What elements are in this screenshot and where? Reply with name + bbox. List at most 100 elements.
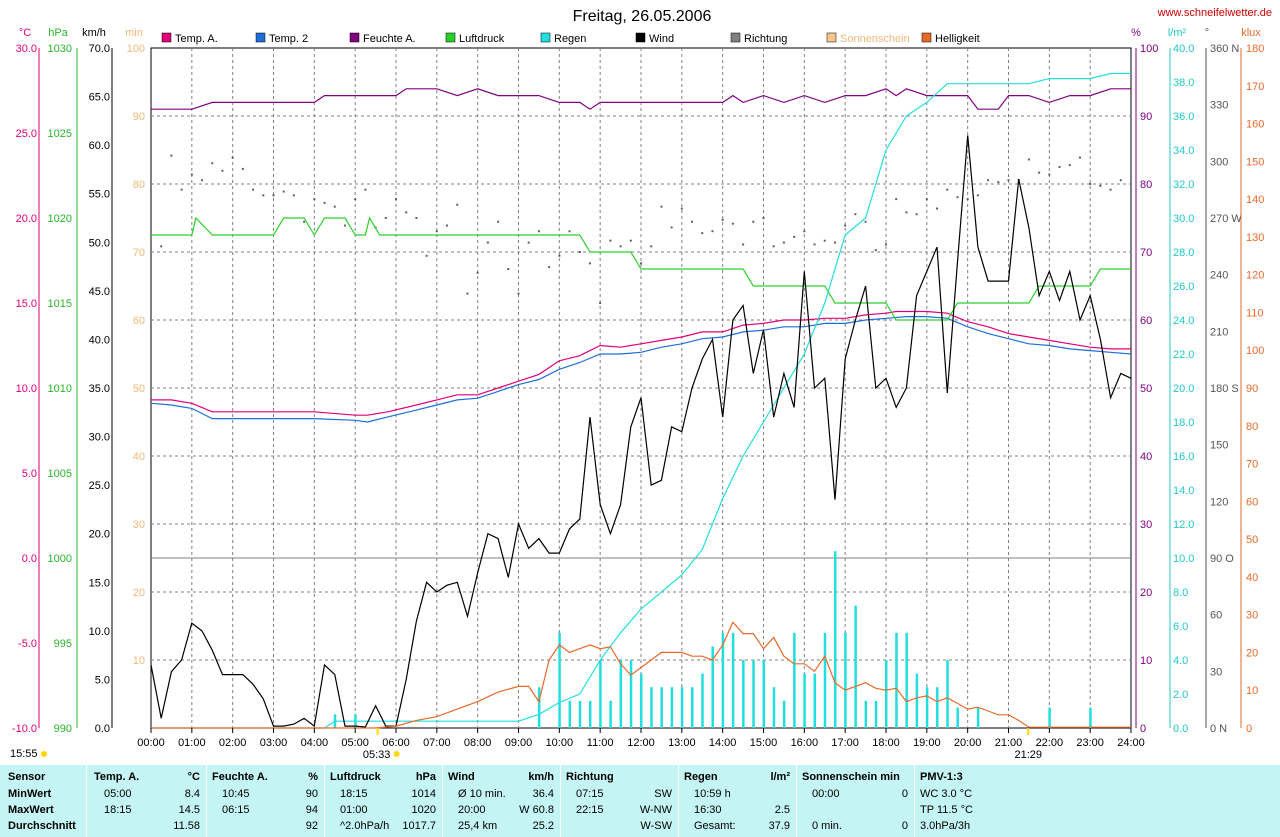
legend-label: Temp. 2 xyxy=(269,33,308,45)
unit-pressure: hPa xyxy=(48,27,68,39)
rain-bar xyxy=(660,687,663,728)
plot-area xyxy=(150,47,1132,729)
tick-label-humidity: 30 xyxy=(1140,519,1152,531)
tick-label-light: 80 xyxy=(1246,421,1258,433)
direction-point xyxy=(772,245,775,248)
tick-label-rain: 38.0 xyxy=(1173,77,1194,89)
rain-bar xyxy=(833,551,837,728)
rain-bar xyxy=(885,660,888,728)
direction-point xyxy=(1027,158,1030,161)
rain-bar xyxy=(813,673,817,728)
direction-point xyxy=(997,181,1000,184)
legend-swatch xyxy=(730,32,741,43)
tick-label-direction: 270 W xyxy=(1210,213,1242,225)
stat-value: 0 xyxy=(901,820,908,832)
tick-label-light: 100 xyxy=(1246,345,1264,357)
tick-label-humidity: 70 xyxy=(1140,247,1152,259)
rain-bar xyxy=(721,632,725,728)
direction-point xyxy=(752,220,755,223)
tick-label-rain: 40.0 xyxy=(1173,43,1194,55)
tick-label-sun: 30 xyxy=(133,519,145,531)
direction-point xyxy=(558,254,561,257)
tick-label-sun: 90 xyxy=(133,111,145,123)
legend-label: Helligkeit xyxy=(935,33,980,45)
tick-label-sun: 60 xyxy=(133,315,145,327)
direction-point xyxy=(578,251,581,253)
tick-label-sun: 50 xyxy=(133,383,145,395)
rain-bar xyxy=(772,687,776,728)
tick-label-rain: 10.0 xyxy=(1173,553,1194,565)
tick-label-direction: 360 N xyxy=(1210,43,1239,55)
chart-title: Freitag, 26.05.2006 xyxy=(573,8,712,25)
stat-value: W-SW xyxy=(640,820,672,832)
direction-point xyxy=(640,262,642,265)
direction-point xyxy=(925,198,928,201)
statistics-panel: Sensor MinWert MaxWert Durchschnitt Temp… xyxy=(0,765,1280,837)
tick-label-temp: -5.0 xyxy=(18,638,37,650)
tick-label-light: 40 xyxy=(1246,572,1258,584)
tick-label-pressure: 1020 xyxy=(48,213,72,225)
rain-bar xyxy=(854,605,857,728)
direction-point xyxy=(415,217,418,219)
tick-label-wind: 30.0 xyxy=(89,432,110,444)
x-tick-label: 13:00 xyxy=(668,737,696,749)
stat-time: 01:00 xyxy=(340,804,368,816)
direction-point xyxy=(343,224,346,227)
tick-label-temp: 0.0 xyxy=(22,553,37,565)
row-label-avg: Durchschnitt xyxy=(8,820,76,832)
tick-label-pressure: 1030 xyxy=(48,43,72,55)
rain-bar xyxy=(925,687,929,728)
direction-point xyxy=(231,156,234,159)
tick-label-sun: 100 xyxy=(127,43,145,55)
direction-point xyxy=(384,217,387,219)
direction-point xyxy=(548,266,551,269)
row-label-min: MinWert xyxy=(8,788,52,800)
x-tick-label: 04:00 xyxy=(301,737,329,749)
direction-point xyxy=(517,292,520,295)
rain-bar xyxy=(976,707,980,728)
tick-label-temp: 20.0 xyxy=(16,213,37,225)
tick-label-direction: 90 O xyxy=(1210,553,1234,565)
rain-bar xyxy=(558,632,561,728)
direction-point xyxy=(201,179,204,182)
tick-label-light: 170 xyxy=(1246,81,1264,93)
tick-label-wind: 60.0 xyxy=(89,140,110,152)
legend-swatch xyxy=(635,32,646,43)
tick-label-light: 150 xyxy=(1246,156,1264,168)
tick-label-direction: 330 xyxy=(1210,100,1228,112)
tick-label-rain: 4.0 xyxy=(1173,655,1188,667)
tick-label-temp: -10.0 xyxy=(12,723,37,735)
series-line-feuchte-a- xyxy=(151,88,1131,110)
tick-label-wind: 65.0 xyxy=(89,92,110,104)
direction-point xyxy=(915,213,918,216)
tick-label-light: 70 xyxy=(1246,459,1258,471)
direction-point xyxy=(976,194,979,197)
direction-point xyxy=(588,262,591,265)
stat-value: 2.5 xyxy=(774,804,790,816)
direction-point xyxy=(354,198,357,201)
divider xyxy=(678,765,679,837)
direction-point xyxy=(966,198,969,201)
rain-bar xyxy=(793,632,796,728)
tick-label-rain: 36.0 xyxy=(1173,111,1194,123)
tick-label-humidity: 40 xyxy=(1140,451,1152,463)
tick-label-rain: 2.0 xyxy=(1173,689,1188,701)
unit-light: klux xyxy=(1241,27,1261,39)
x-tick-label: 18:00 xyxy=(872,737,900,749)
direction-point xyxy=(282,190,285,193)
legend-label: Temp. A. xyxy=(175,33,218,45)
sensor-header: Sensor xyxy=(8,771,46,783)
direction-point xyxy=(435,230,438,233)
direction-point xyxy=(568,230,571,233)
stat-value: 92 xyxy=(305,820,318,832)
tick-label-direction: 240 xyxy=(1210,270,1228,282)
tick-label-light: 180 xyxy=(1246,43,1264,55)
stat-value: 90 xyxy=(305,788,318,800)
stat-unit: hPa xyxy=(415,771,436,783)
direction-point xyxy=(323,201,326,204)
site-link[interactable]: www.schneifelwetter.de xyxy=(1157,7,1272,19)
tick-label-rain: 0.0 xyxy=(1173,723,1188,735)
direction-point xyxy=(803,230,806,233)
rain-bar xyxy=(578,700,582,728)
stat-time: 10:59 h xyxy=(694,788,731,800)
